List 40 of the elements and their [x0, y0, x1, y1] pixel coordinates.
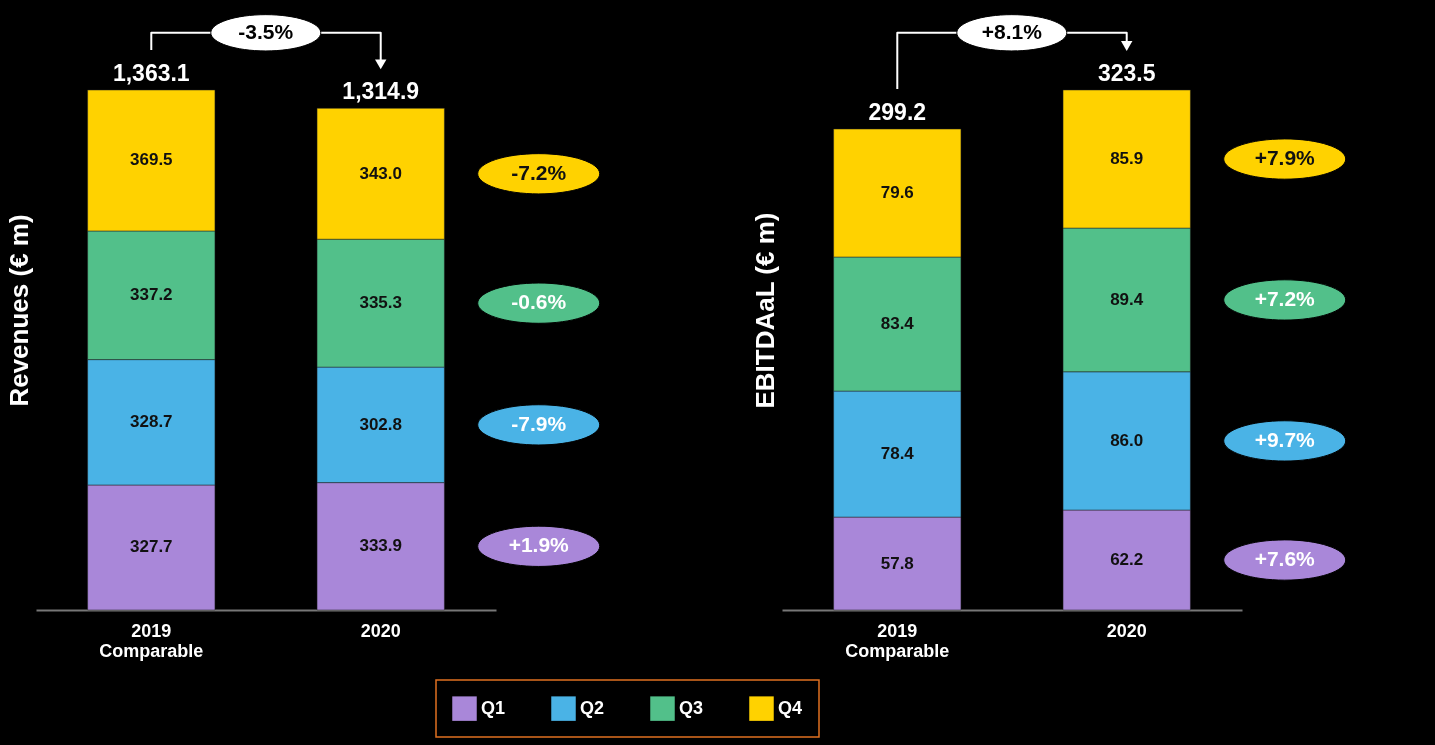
data-label: 79.6 [880, 183, 914, 203]
data-label: 369.5 [130, 150, 173, 170]
data-label: 62.2 [1110, 550, 1144, 570]
data-label: 333.9 [359, 536, 402, 556]
data-label: 328.7 [130, 412, 173, 432]
text: +7.2% [1254, 286, 1316, 310]
text: -3.5% [238, 19, 294, 43]
data-label: 85.9 [1110, 149, 1144, 169]
data-label: 327.7 [130, 537, 173, 557]
data-label: 86.0 [1110, 430, 1144, 450]
legend-label: Q1 [481, 697, 506, 718]
legend-label: Q2 [580, 697, 605, 718]
text: +7.6% [1254, 547, 1316, 571]
data-label: 78.4 [880, 444, 915, 464]
data-label: 337.2 [130, 285, 173, 305]
text: +9.7% [1254, 427, 1316, 451]
data-label: 302.8 [359, 414, 402, 434]
total-label: 1,363.1 [112, 60, 190, 86]
text: +1.9% [508, 533, 570, 557]
y-axis-title: Revenues (€ m) [3, 214, 34, 407]
text: +7.9% [1254, 146, 1316, 170]
data-label: 57.8 [880, 553, 914, 573]
data-label: 343.0 [359, 163, 402, 183]
y-axis-title: EBITDAaL (€ m) [749, 212, 780, 409]
data-label: 83.4 [880, 314, 915, 334]
text: -7.9% [511, 411, 567, 435]
data-label: 335.3 [359, 293, 402, 313]
data-label: 89.4 [1110, 289, 1144, 309]
x-tick-label: 2020 [1106, 620, 1147, 641]
total-label: 323.5 [1097, 60, 1156, 86]
x-tick-label: 2019 Comparable [99, 620, 204, 661]
legend-label: Q4 [778, 697, 803, 718]
x-tick-label: 2020 [360, 620, 401, 641]
x-tick-label: 2019 Comparable [845, 620, 950, 661]
legend-label: Q3 [679, 697, 704, 718]
text: -0.6% [511, 290, 567, 314]
total-label: 299.2 [868, 99, 927, 126]
text: -7.2% [511, 160, 567, 184]
total-label: 1,314.9 [342, 78, 420, 105]
text: +8.1% [981, 19, 1043, 43]
